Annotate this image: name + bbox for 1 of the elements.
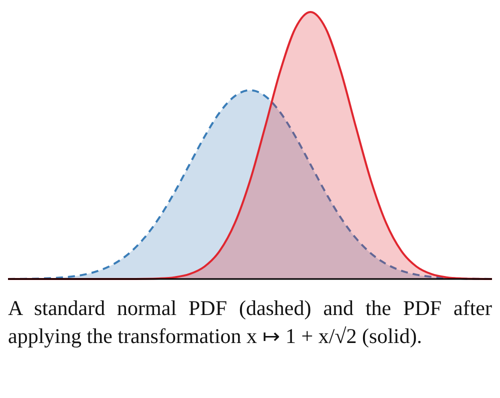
text: A standard normal PDF (dashed) and the PDF after applying the transformation x ↦ 1 + x/√2 (solid). [8,295,492,350]
